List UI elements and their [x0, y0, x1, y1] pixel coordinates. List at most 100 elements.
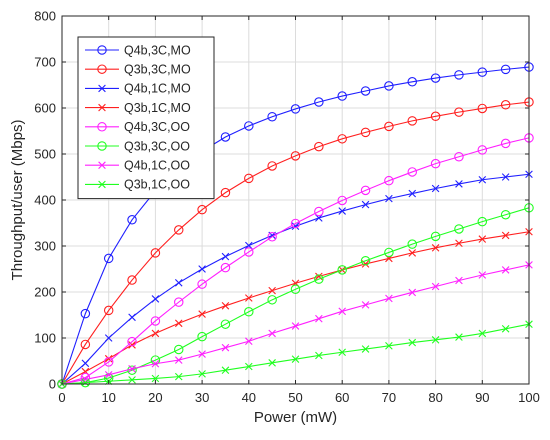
marker-stroke [431, 184, 440, 193]
legend-entry: Q3b,3C,OO [85, 139, 190, 153]
y-tick-label: 600 [34, 101, 56, 116]
marker-stroke [315, 314, 323, 323]
data-point [174, 225, 184, 235]
marker-stroke [408, 249, 417, 257]
data-point [221, 302, 230, 310]
data-point [245, 294, 253, 302]
data-point [151, 359, 160, 368]
x-tick-label: 20 [148, 390, 162, 405]
marker-stroke [408, 288, 417, 297]
marker-stroke [198, 350, 206, 358]
data-point [408, 288, 417, 297]
y-tick-label: 700 [34, 55, 56, 70]
marker-stroke [128, 365, 136, 373]
marker-stroke [385, 294, 393, 303]
data-point [408, 249, 417, 257]
marker-stroke [455, 180, 463, 188]
data-point [337, 265, 347, 275]
marker-stroke [104, 354, 113, 363]
data-point [220, 132, 231, 142]
data-point [81, 378, 90, 387]
legend-entry: Q3b,3C,MO [85, 63, 191, 77]
data-point [81, 375, 90, 384]
data-point [407, 77, 417, 87]
marker-stroke [98, 161, 106, 169]
data-point [103, 253, 114, 264]
data-point [174, 319, 183, 328]
legend-marker [97, 45, 107, 55]
data-point [430, 158, 441, 169]
data-point [361, 345, 370, 353]
data-point [197, 331, 207, 342]
data-point [385, 194, 393, 203]
data-point [408, 189, 417, 198]
marker-stroke [478, 235, 487, 243]
marker-stroke [291, 222, 300, 231]
data-point [454, 152, 464, 162]
data-point [244, 247, 254, 257]
x-tick-label: 100 [518, 390, 540, 405]
data-point [245, 337, 253, 346]
marker-stroke [268, 359, 276, 367]
legend-marker [98, 84, 106, 93]
data-point [128, 341, 136, 349]
y-axis-label: Throughput/user (Mbps) [9, 120, 26, 281]
marker-stroke [128, 313, 136, 322]
data-point [315, 314, 323, 323]
marker-stroke [174, 372, 183, 381]
data-point [337, 134, 347, 144]
data-point [361, 200, 370, 209]
data-point [431, 336, 440, 344]
data-point [384, 81, 394, 91]
data-point [338, 207, 346, 215]
data-point [291, 355, 300, 363]
data-point [151, 295, 160, 303]
data-point [290, 104, 301, 114]
marker-stroke [245, 337, 253, 346]
marker-stroke [361, 345, 370, 353]
data-point [267, 111, 277, 122]
data-point [407, 239, 417, 249]
legend-marker [97, 122, 107, 132]
data-point [361, 301, 370, 309]
data-point [128, 313, 136, 322]
marker-stroke [338, 307, 346, 316]
marker-stroke [198, 310, 206, 318]
data-point [431, 282, 440, 291]
series-Q3b,3C,MO [57, 97, 534, 389]
marker-stroke [221, 252, 230, 261]
legend-entry: Q3b,1C,OO [85, 178, 190, 192]
legend-label: Q4b,3C,OO [124, 120, 190, 134]
legend-entry: Q4b,1C,MO [85, 82, 191, 96]
data-point [290, 151, 301, 161]
data-point [314, 206, 324, 217]
data-point [501, 231, 510, 240]
marker-stroke [385, 194, 393, 203]
marker-stroke [221, 302, 230, 310]
marker-stroke [245, 294, 253, 302]
marker-stroke [98, 103, 106, 112]
marker-stroke [315, 272, 323, 281]
legend-label: Q4b,3C,MO [124, 43, 191, 57]
data-point [478, 329, 487, 338]
data-point [150, 248, 161, 258]
y-tick-label: 200 [34, 285, 56, 300]
data-point [151, 374, 160, 383]
marker-stroke [151, 374, 160, 383]
data-point [291, 322, 300, 330]
legend-label: Q3b,3C,MO [124, 63, 191, 77]
data-point [477, 145, 488, 155]
marker-stroke [104, 334, 113, 342]
legend-marker [98, 180, 106, 189]
marker-stroke [361, 260, 370, 268]
marker-stroke [431, 336, 440, 344]
marker-stroke [174, 279, 183, 287]
marker-stroke [81, 375, 90, 384]
marker-stroke [221, 343, 230, 352]
data-point [500, 209, 511, 220]
y-tick-label: 500 [34, 147, 56, 162]
data-point [384, 121, 394, 132]
data-point [104, 354, 113, 363]
data-point [431, 244, 440, 252]
legend-label: Q4b,1C,MO [124, 82, 191, 96]
